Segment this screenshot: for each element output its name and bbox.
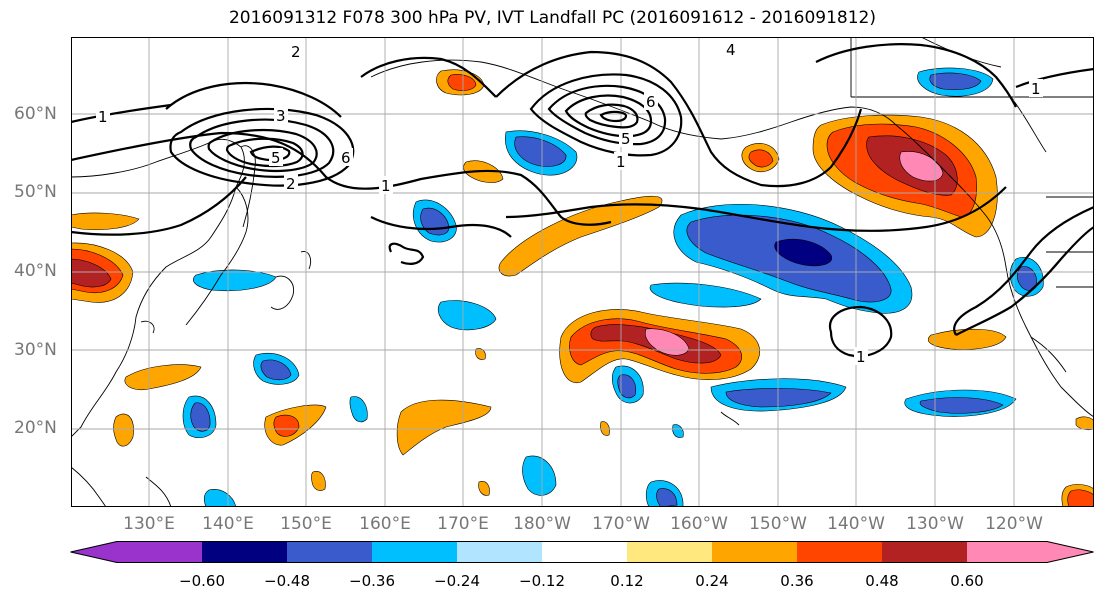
colorbar-label-012: 0.12 (610, 572, 644, 590)
contour-label-5-central: 5 (621, 130, 631, 148)
contour-label-3-west: 3 (276, 107, 286, 125)
colorbar-extend-high (967, 541, 1094, 563)
map-title: 2016091312 F078 300 hPa PV, IVT Landfall… (228, 8, 876, 28)
contour-labels: 1 2 3 5 6 4 1 5 6 2 1 1 1 (96, 40, 1043, 366)
lon-label-140e: 140°E (202, 514, 254, 534)
lon-label-150w: 150°W (749, 514, 807, 534)
colorbar-label-024: 0.24 (695, 572, 729, 590)
lat-label-50n: 50°N (14, 182, 57, 202)
contour-label-1-center: 1 (381, 177, 391, 195)
contour-label-1-central: 1 (616, 153, 626, 171)
lat-label-60n: 60°N (14, 104, 57, 124)
pv-contours (71, 43, 1094, 358)
colorbar-label-m060: −0.60 (179, 572, 225, 590)
colorbar-bin-1 (202, 541, 287, 563)
lon-label-120w: 120°W (985, 514, 1043, 534)
colorbar-label-m024: −0.24 (434, 572, 480, 590)
colorbar-bin-5 (542, 541, 627, 563)
colorbar-bin-7 (712, 541, 797, 563)
coastlines (71, 37, 1094, 507)
colorbar-bin-9 (882, 541, 967, 563)
colorbar-label-036: 0.36 (780, 572, 814, 590)
lon-label-130e: 130°E (123, 514, 175, 534)
colorbar-label-060: 0.60 (950, 572, 984, 590)
lat-label-30n: 30°N (14, 340, 57, 360)
lon-label-170e: 170°E (437, 514, 489, 534)
colorbar-label-m012: −0.12 (519, 572, 565, 590)
lon-label-160w: 160°W (670, 514, 728, 534)
lat-label-40n: 40°N (14, 261, 57, 281)
ivt-negative-anomalies (182, 67, 1044, 507)
lon-label-150e: 150°E (280, 514, 332, 534)
contour-label-1-east: 1 (1031, 80, 1041, 98)
contour-label-6-central: 6 (646, 93, 656, 111)
lon-label-160e: 160°E (359, 514, 411, 534)
lon-label-140w: 140°W (827, 514, 885, 534)
contour-label-2-north: 2 (291, 43, 301, 61)
gridlines (71, 37, 1094, 507)
colorbar-label-048: 0.48 (865, 572, 899, 590)
colorbar (70, 541, 1094, 563)
contour-label-2-west: 2 (286, 175, 296, 193)
contour-label-1-south: 1 (856, 348, 866, 366)
contour-label-1-west: 1 (98, 108, 108, 126)
map-panel: 1 2 3 5 6 4 1 5 6 2 1 1 1 (71, 37, 1094, 507)
contour-label-4: 4 (726, 41, 736, 59)
colorbar-label-m048: −0.48 (264, 572, 310, 590)
colorbar-bin-2 (287, 541, 372, 563)
lon-label-180w: 180°W (513, 514, 571, 534)
lat-label-20n: 20°N (14, 418, 57, 438)
colorbar-bin-3 (372, 541, 457, 563)
lon-label-130w: 130°W (906, 514, 964, 534)
colorbar-bin-8 (797, 541, 882, 563)
lon-label-170w: 170°W (592, 514, 650, 534)
ivt-positive-anomalies (71, 69, 1094, 507)
contour-label-5-west: 5 (271, 149, 281, 167)
colorbar-extend-low (70, 541, 202, 563)
colorbar-bin-4 (457, 541, 542, 563)
colorbar-bin-6 (627, 541, 712, 563)
colorbar-label-m036: −0.36 (349, 572, 395, 590)
contour-label-6-west: 6 (341, 149, 351, 167)
